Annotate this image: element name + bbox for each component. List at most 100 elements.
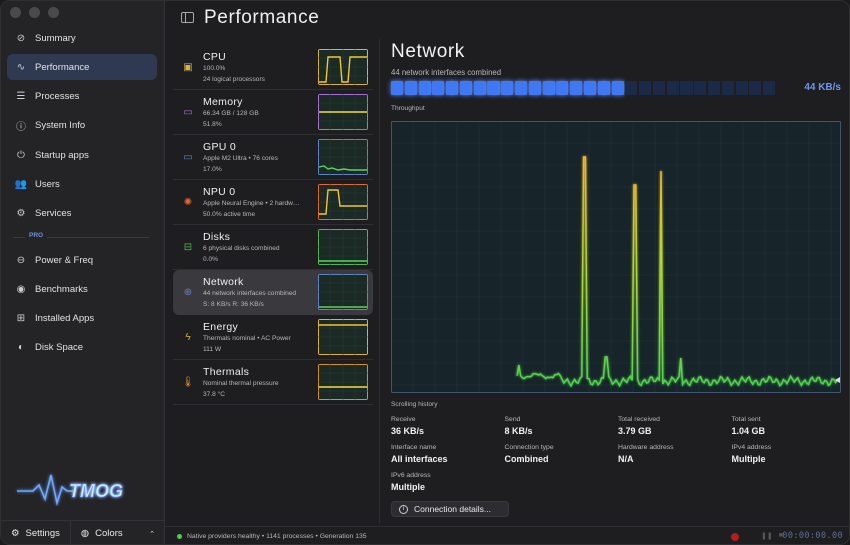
pane-divider[interactable]	[379, 39, 380, 524]
scrolling-history-label: Scrolling history	[391, 401, 438, 408]
stop-icon[interactable]: ■	[778, 532, 783, 539]
sidebar-item-performance[interactable]: ∿ Performance	[7, 54, 157, 81]
sidebar-item-installed-apps[interactable]: ⊞ Installed Apps	[7, 306, 157, 332]
settings-button[interactable]: ⚙ Settings	[1, 521, 60, 544]
record-button[interactable]	[731, 533, 739, 541]
stat-receive: Receive 36 KB/s	[391, 416, 501, 436]
sidebar-nav: ⊘ Summary ∿ Performance ☰ Processes ⓘ System In…	[7, 25, 157, 230]
meter-segment	[528, 81, 541, 95]
sidebar-item-label: Benchmarks	[35, 283, 88, 295]
sidebar-toggle-icon[interactable]	[181, 12, 194, 23]
resource-cpu[interactable]: ▣ CPU 100.0% 24 logical processors	[173, 45, 373, 90]
resource-mini-graph	[318, 364, 368, 400]
meter-segment	[625, 81, 638, 95]
meter-segment	[446, 81, 459, 95]
throughput-label: Throughput	[391, 105, 425, 112]
gauge-icon: ⊘	[16, 32, 26, 44]
meter-segment	[418, 81, 431, 95]
stat-label: Connection type	[504, 444, 554, 451]
sidebar-item-label: Installed Apps	[35, 313, 95, 325]
resource-memory[interactable]: ▭ Memory 66.34 GB / 128 GB 51.8%	[173, 90, 373, 135]
stat-label: Send	[504, 416, 521, 423]
meter-segment	[639, 81, 652, 95]
sidebar-item-benchmarks[interactable]: ◉ Benchmarks	[7, 276, 157, 302]
stat-value: Multiple	[731, 454, 766, 464]
resource-mini-graph	[318, 184, 368, 220]
globe-icon: ⊕	[183, 286, 193, 298]
sidebar-item-summary[interactable]: ⊘ Summary	[7, 25, 157, 51]
resource-value: S: 8 KB/s R: 36 KB/s	[203, 300, 264, 308]
tmog-logo: TMOG	[17, 474, 123, 507]
throughput-graph	[391, 121, 841, 393]
logo-text: TMOG	[69, 481, 123, 501]
resource-detail: Apple M2 Ultra • 76 cores	[203, 155, 278, 162]
resource-disks[interactable]: ⊟ Disks 6 physical disks combined 0.0%	[173, 225, 373, 270]
sidebar-item-startup-apps[interactable]: ⏻ Startup apps	[7, 142, 157, 168]
resource-value: 17.0%	[203, 165, 222, 173]
pause-icon[interactable]: ❚❚	[761, 533, 773, 540]
close-window-button[interactable]	[10, 7, 21, 18]
resource-value: 51.8%	[203, 120, 222, 128]
palette-icon: ◍	[80, 528, 90, 539]
sidebar-item-label: Users	[35, 178, 60, 190]
playback-controls: ❚❚ ■	[761, 532, 783, 540]
connection-details-button[interactable]: i Connection details...	[391, 501, 509, 517]
npu-icon: ✺	[183, 196, 193, 208]
resource-detail: Thermals nominal • AC Power	[203, 335, 291, 342]
meter-segment	[391, 81, 404, 95]
power-freq-icon: ⊖	[16, 254, 26, 266]
info-icon: ⓘ	[16, 122, 26, 134]
minimize-window-button[interactable]	[29, 7, 40, 18]
meter-segment	[583, 81, 597, 95]
gpu-icon: ▭	[183, 151, 193, 163]
stat-label: Total sent	[731, 416, 761, 423]
sidebar-item-label: Power & Freq	[35, 254, 94, 266]
sidebar-item-power-freq[interactable]: ⊖ Power & Freq	[7, 247, 157, 273]
resource-mini-graph	[318, 49, 368, 85]
detail-title: Network	[391, 41, 465, 62]
resource-detail: 100.0%	[203, 65, 226, 72]
energy-icon: ϟ	[185, 331, 191, 343]
colors-button[interactable]: ◍ Colors ⌃	[69, 521, 165, 544]
sidebar-item-disk-space[interactable]: ◐ Disk Space	[7, 335, 157, 361]
stat-value: All interfaces	[391, 454, 448, 464]
meter-segment	[556, 81, 569, 95]
sidebar-item-processes[interactable]: ☰ Processes	[7, 84, 157, 110]
sidebar-item-system-info[interactable]: ⓘ System Info	[7, 113, 157, 139]
sidebar-item-services[interactable]: ⚙ Services	[7, 201, 157, 227]
stat-label: IPv6 address	[391, 472, 431, 479]
stat-label: Receive	[391, 416, 416, 423]
resource-value: 111 W	[203, 345, 222, 353]
sidebar-item-users[interactable]: 👥 Users	[7, 171, 157, 197]
throughput-line	[516, 156, 838, 388]
resource-detail: Nominal thermal pressure	[203, 380, 279, 387]
stat-ipv6-address: IPv6 address Multiple	[391, 472, 501, 492]
disk-drive-icon: ⊟	[183, 241, 193, 253]
stat-value: 8 KB/s	[504, 426, 533, 436]
status-bar: Native providers healthy • 1141 processe…	[165, 526, 849, 544]
stat-value: Multiple	[391, 482, 425, 492]
resource-gpu-0[interactable]: ▭ GPU 0 Apple M2 Ultra • 76 cores 17.0%	[173, 135, 373, 180]
resource-npu-0[interactable]: ✺ NPU 0 Apple Neural Engine • 2 hardw… 5…	[173, 180, 373, 225]
pro-section-label: PRO	[25, 232, 48, 239]
resource-energy[interactable]: ϟ Energy Thermals nominal • AC Power 111…	[173, 315, 373, 360]
stat-total-sent: Total sent 1.04 GB	[732, 416, 842, 436]
zoom-window-button[interactable]	[48, 7, 59, 18]
graph-grid	[392, 122, 840, 392]
stat-value: 1.04 GB	[731, 426, 766, 436]
meter-segment	[432, 81, 445, 95]
colors-label: Colors	[95, 528, 123, 539]
meter-segment	[680, 81, 693, 95]
meter-segment	[515, 81, 528, 95]
resource-network[interactable]: ⊕ Network 44 network interfaces combined…	[173, 270, 373, 315]
sidebar-item-label: Disk Space	[35, 342, 84, 354]
meter-segment	[473, 81, 486, 95]
resource-thermals[interactable]: 🌡 Thermals Nominal thermal pressure 37.8…	[173, 360, 373, 405]
meter-segment	[763, 81, 776, 95]
pro-divider	[13, 237, 149, 238]
sidebar-item-label: Summary	[35, 32, 76, 44]
resource-name: CPU	[203, 51, 227, 63]
detail-subtitle: 44 network interfaces combined	[391, 68, 502, 77]
resource-name: Thermals	[203, 366, 250, 378]
meter-segment	[694, 81, 707, 95]
